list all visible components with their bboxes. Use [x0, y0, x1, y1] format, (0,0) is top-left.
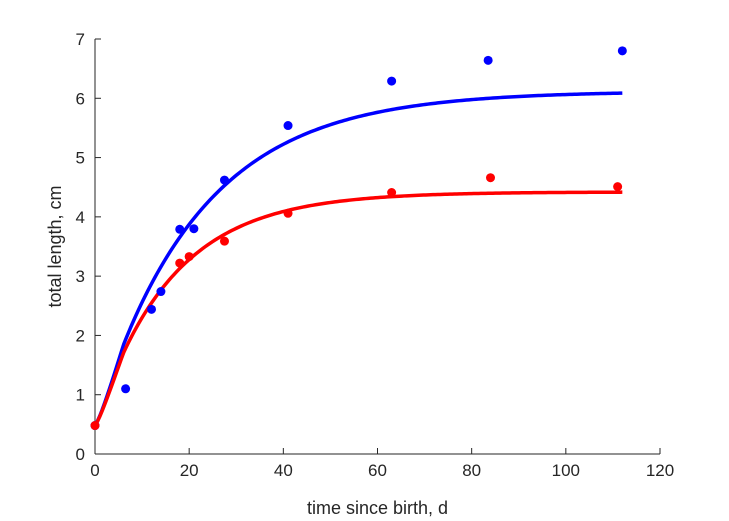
x-tick-label: 120: [646, 461, 674, 480]
x-tick-label: 60: [368, 461, 387, 480]
data-point-series-1: [617, 46, 627, 56]
y-tick-label: 5: [76, 149, 85, 168]
data-point-series-2: [387, 188, 397, 198]
data-point-series-1: [283, 121, 293, 131]
x-tick-label: 100: [552, 461, 580, 480]
axes: 0 20 40 60 80 100 120 0 1 2 3 4 5 6 7: [76, 30, 675, 480]
y-tick-label: 6: [76, 89, 85, 108]
data-point-series-2: [283, 208, 293, 218]
data-point-series-1: [175, 224, 185, 234]
data-point-series-1: [189, 224, 199, 234]
data-point-series-1: [147, 304, 156, 314]
x-tick-label: 40: [274, 461, 293, 480]
x-tick-label: 80: [462, 461, 481, 480]
y-tick-label: 0: [76, 445, 85, 464]
data-point-series-2: [175, 258, 185, 268]
y-tick-label: 2: [76, 326, 85, 345]
fit-curve-1: [93, 91, 623, 427]
y-axis-label: total length, cm: [45, 185, 65, 307]
x-tick-label: 20: [180, 461, 199, 480]
data-point-series-1: [219, 175, 229, 185]
data-point-series-2: [90, 421, 100, 431]
y-tick-label: 3: [76, 267, 85, 286]
y-tick-label: 1: [76, 386, 85, 405]
y-tick-label: 4: [76, 208, 85, 227]
data-point-series-2: [219, 236, 229, 246]
data-point-series-1: [121, 384, 131, 394]
fit-curve-2: [93, 190, 623, 427]
y-tick-label: 7: [76, 30, 85, 49]
plot-area: [90, 46, 627, 431]
x-tick-label: 0: [90, 461, 99, 480]
data-point-series-2: [613, 182, 623, 192]
data-point-series-1: [156, 287, 166, 297]
data-point-series-1: [387, 76, 397, 86]
x-axis-label: time since birth, d: [307, 498, 448, 518]
data-point-series-2: [486, 173, 495, 183]
data-point-series-2: [184, 252, 194, 262]
data-point-series-1: [483, 55, 493, 65]
